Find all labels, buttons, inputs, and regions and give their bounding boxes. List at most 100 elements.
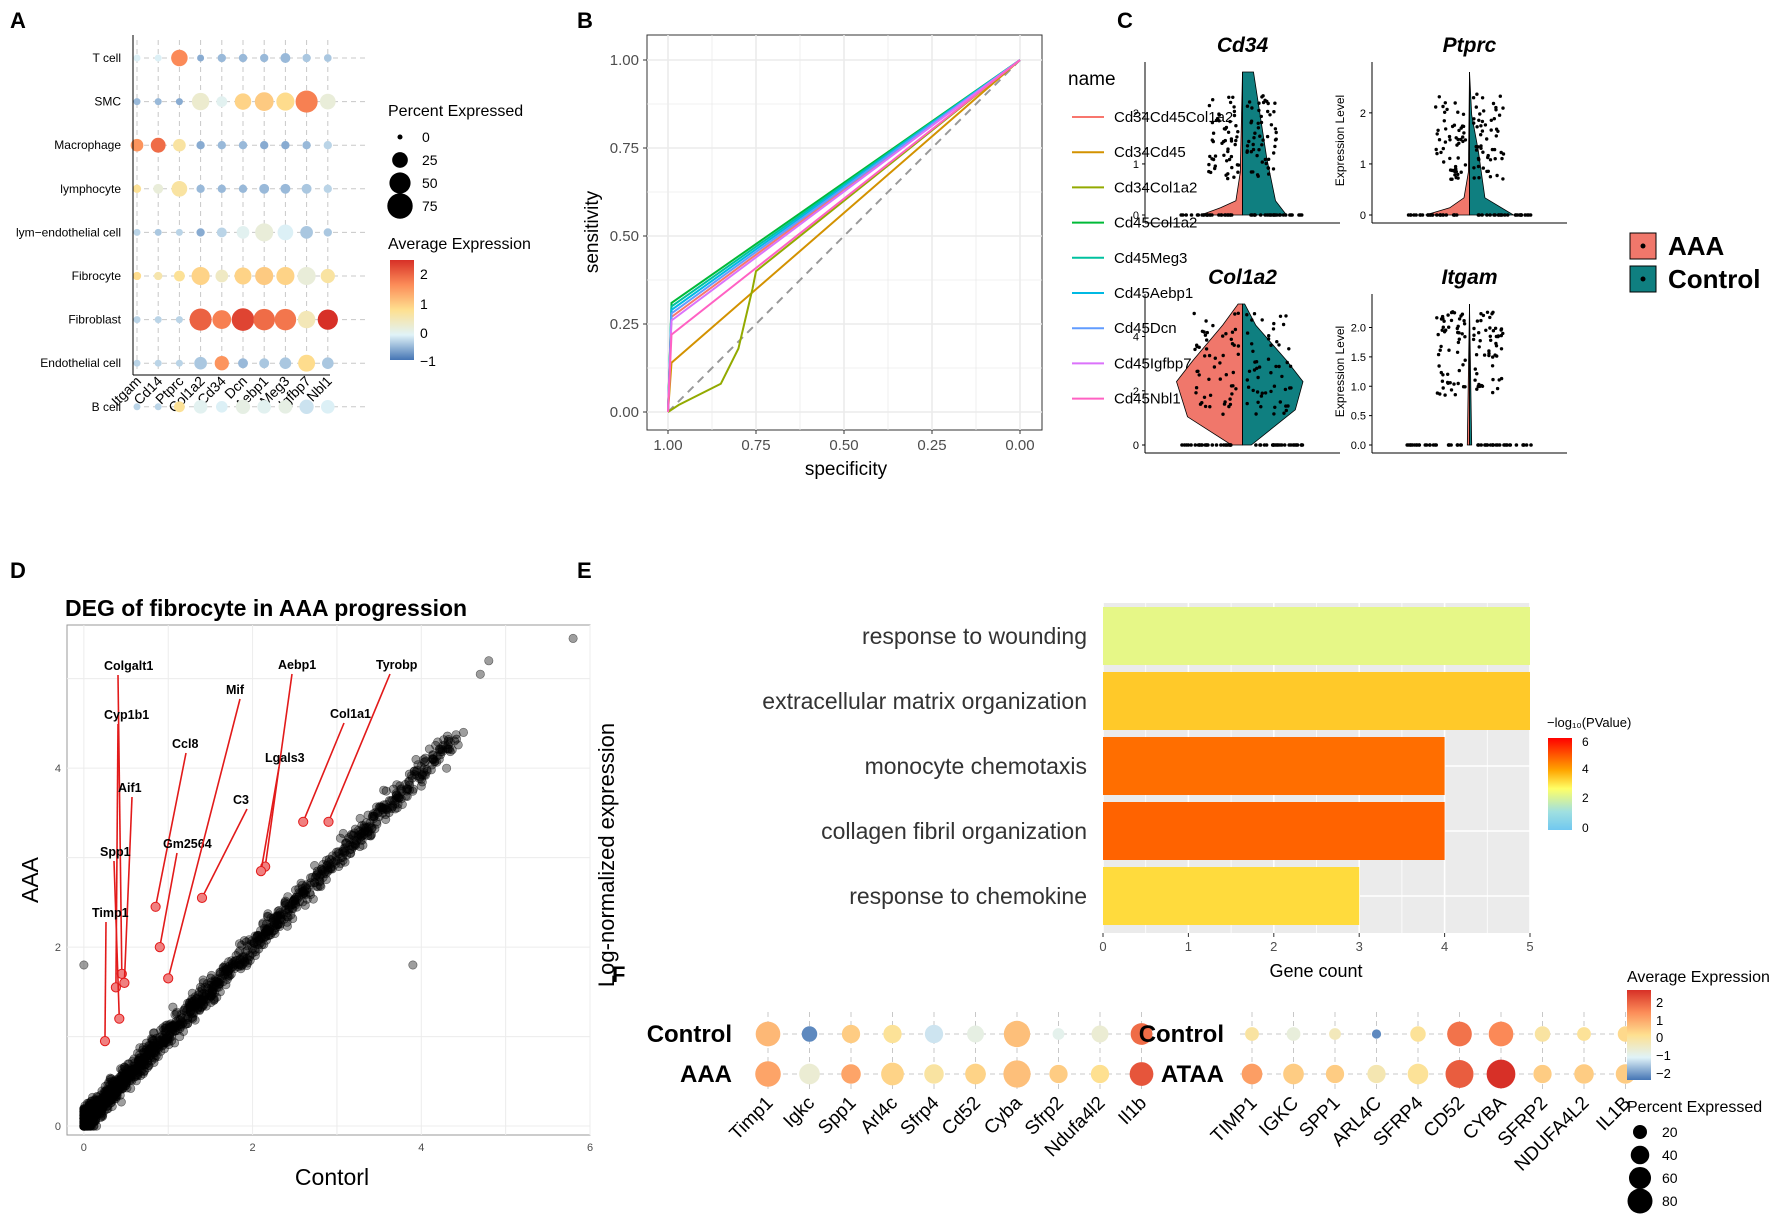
c-data-point <box>1273 405 1277 409</box>
c-data-point <box>1251 349 1255 353</box>
e-bar <box>1103 607 1530 665</box>
f-dot <box>1329 1028 1341 1040</box>
d-point <box>372 817 382 827</box>
d-point <box>176 1020 186 1030</box>
d-point <box>443 736 453 746</box>
c-data-point <box>1230 330 1235 334</box>
c-zero-point <box>1222 443 1226 447</box>
c-data-point <box>1461 124 1466 129</box>
c-data-point <box>1443 101 1448 105</box>
c-zero-point <box>1201 213 1206 217</box>
d-label-line <box>327 673 391 823</box>
d-label-line <box>123 796 133 983</box>
c-data-point <box>1195 343 1199 347</box>
c-data-point <box>1269 343 1273 347</box>
c-data-point <box>1260 143 1264 147</box>
c-zero-point <box>1258 443 1262 447</box>
c-data-point <box>1246 385 1251 389</box>
f-color-tick-label: −2 <box>1656 1066 1671 1081</box>
d-point <box>484 656 494 666</box>
c-data-point <box>1197 345 1201 349</box>
a-dot <box>234 267 252 285</box>
f-dot <box>1003 1020 1031 1048</box>
c-data-point <box>1481 313 1486 318</box>
c-zero-point <box>1269 213 1273 217</box>
e-xtick-label: 0 <box>1099 939 1106 954</box>
d-point <box>356 832 366 842</box>
c-data-point <box>1267 334 1271 338</box>
c-data-point <box>1477 331 1481 335</box>
c-data-point <box>1207 103 1212 108</box>
c-data-point <box>1245 144 1250 148</box>
c-data-point <box>1442 319 1446 323</box>
a-dot <box>193 399 208 414</box>
d-gene-label: Spp1 <box>100 845 131 859</box>
a-dot <box>297 310 316 329</box>
e-bar <box>1103 802 1445 860</box>
c-zero-point <box>1250 213 1254 217</box>
c-zero-point <box>1412 213 1416 217</box>
d-point <box>90 1116 100 1126</box>
c-data-point <box>1445 380 1450 385</box>
a-dot <box>171 180 188 197</box>
f-dot <box>801 1026 818 1042</box>
a-dot <box>295 90 318 113</box>
c-data-point <box>1278 314 1283 318</box>
d-point <box>361 818 371 828</box>
c-data-point <box>1213 154 1218 158</box>
d-point <box>458 727 468 737</box>
f-dot <box>799 1063 820 1085</box>
a-dot <box>302 53 311 63</box>
d-gene-label: Colgalt1 <box>104 659 153 673</box>
c-ytick-label: 2 <box>1133 108 1139 120</box>
c-data-point <box>1441 386 1445 390</box>
c-zero-point <box>1210 443 1215 447</box>
c-data-point <box>1257 108 1261 113</box>
c-data-point <box>1266 166 1270 170</box>
c-zero-point <box>1179 213 1183 217</box>
f-dot <box>1286 1027 1301 1041</box>
c-data-point <box>1480 129 1485 133</box>
e-xtick-label: 4 <box>1441 939 1448 954</box>
c-data-point <box>1273 101 1277 105</box>
d-point <box>153 1040 163 1050</box>
a-dot <box>216 96 228 107</box>
c-data-point <box>1228 397 1232 401</box>
d-point <box>370 824 380 834</box>
c-data-point <box>1211 131 1216 135</box>
c-data-point <box>1250 106 1254 110</box>
a-dot <box>130 138 144 152</box>
f-row-label: Control <box>1139 1021 1224 1048</box>
f-size-legend-dot <box>1628 1166 1652 1190</box>
c-data-point <box>1453 101 1457 105</box>
a-dot <box>253 308 275 331</box>
c-data-point <box>1462 131 1466 135</box>
c-data-point <box>1263 157 1268 162</box>
f-dot <box>883 1024 902 1044</box>
panel-label-a: A <box>10 8 26 33</box>
c-data-point <box>1221 334 1225 338</box>
a-dot <box>279 357 292 370</box>
c-zero-point <box>1508 443 1512 447</box>
c-data-point <box>1221 353 1225 358</box>
c-zero-point <box>1523 213 1527 217</box>
a-dot <box>323 141 332 150</box>
b-xtick-label: 0.75 <box>741 437 770 454</box>
f-dot <box>1488 1021 1514 1047</box>
a-dot <box>299 399 314 414</box>
d-point <box>249 938 259 948</box>
c-data-point <box>1494 341 1498 346</box>
c-data-point <box>1274 130 1278 135</box>
c-data-point <box>1272 321 1276 326</box>
c-zero-point <box>1214 443 1219 447</box>
c-data-point <box>1234 387 1238 391</box>
c-data-point <box>1493 353 1497 357</box>
d-point <box>140 1060 150 1070</box>
c-data-point <box>1205 330 1210 335</box>
a-row-label: T cell <box>93 51 121 65</box>
c-data-point <box>1476 156 1481 161</box>
a-dot <box>260 53 269 63</box>
c-data-point <box>1494 134 1499 138</box>
c-zero-point <box>1203 443 1208 447</box>
c-data-point <box>1475 387 1479 391</box>
